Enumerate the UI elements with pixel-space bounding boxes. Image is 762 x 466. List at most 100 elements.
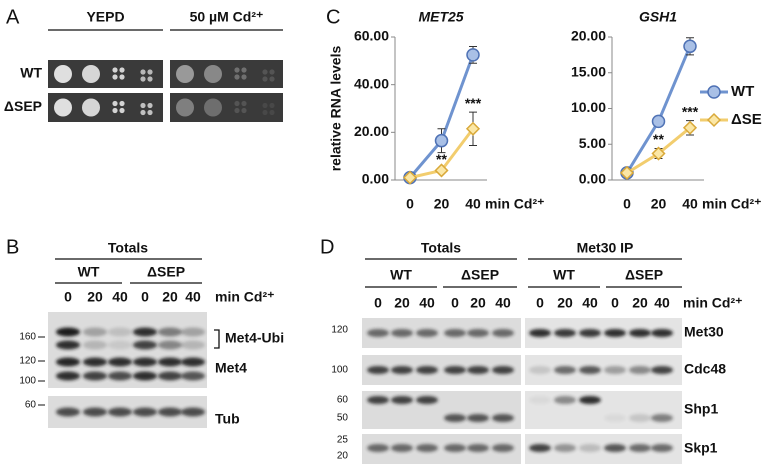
spot	[176, 98, 194, 117]
colony	[112, 100, 118, 107]
colony	[140, 102, 146, 109]
colony	[234, 74, 240, 80]
band	[651, 366, 673, 374]
mw-marker: 60	[337, 395, 349, 406]
header: Totals	[108, 240, 148, 256]
band	[158, 371, 182, 381]
lane-label: 0	[451, 295, 459, 311]
band	[56, 407, 80, 417]
colony	[119, 74, 125, 80]
band-label: Tub	[215, 411, 240, 427]
band	[554, 366, 576, 374]
colony	[241, 100, 247, 107]
y-tick-label: 10.00	[571, 99, 606, 115]
colony	[234, 107, 240, 114]
colony	[262, 69, 268, 75]
group-label: WT	[78, 264, 100, 280]
lane-label: 20	[557, 295, 573, 311]
colony	[140, 76, 146, 82]
band	[554, 396, 576, 404]
band	[444, 329, 466, 337]
x-tick-label: 40	[682, 196, 698, 212]
plate	[170, 93, 283, 122]
band	[529, 366, 551, 374]
bracket	[214, 329, 220, 349]
band	[367, 329, 389, 337]
header: Met30 IP	[577, 240, 634, 256]
marker	[402, 170, 418, 185]
colony	[147, 76, 153, 82]
annotation: ***	[465, 95, 482, 111]
band	[133, 407, 157, 417]
mw-marker: 50	[337, 413, 349, 424]
band	[181, 371, 205, 381]
spot	[82, 65, 100, 83]
spot	[54, 65, 72, 83]
group-label: WT	[553, 267, 575, 283]
y-tick-label: 40.00	[354, 75, 389, 91]
band	[158, 340, 182, 350]
band	[467, 414, 489, 422]
y-tick-label: 0.00	[362, 171, 389, 187]
y-tick-label: 20.00	[354, 123, 389, 139]
colony	[147, 102, 153, 109]
x-tick-label: 0	[623, 196, 631, 212]
band	[651, 329, 673, 337]
mw-marker: 120	[331, 325, 348, 336]
group-label: ΔSEP	[625, 267, 663, 283]
lane-label: 20	[632, 295, 648, 311]
colony	[269, 76, 275, 82]
blot-label: Shp1	[684, 401, 718, 417]
band	[416, 329, 438, 337]
legend-label: WT	[731, 83, 754, 100]
band	[444, 366, 466, 374]
lane-label: 40	[419, 295, 435, 311]
mw-marker: 120	[19, 356, 36, 367]
band	[391, 329, 413, 337]
lane-label: 20	[394, 295, 410, 311]
band	[133, 327, 157, 337]
x-tick-label: 20	[651, 196, 667, 212]
colony	[234, 67, 240, 73]
band	[529, 396, 551, 404]
panel-label: B	[6, 236, 19, 258]
colony	[234, 100, 240, 107]
colony	[119, 67, 125, 73]
blot-label: Skp1	[684, 440, 718, 456]
band	[604, 329, 626, 337]
colony	[140, 69, 146, 75]
panel-label: A	[6, 6, 20, 28]
colony	[147, 69, 153, 75]
band	[554, 444, 576, 452]
band	[391, 444, 413, 452]
lane-label: 0	[374, 295, 382, 311]
lane-label: 0	[536, 295, 544, 311]
blot-label: Cdc48	[684, 361, 726, 377]
legend-marker	[706, 112, 722, 128]
band	[554, 329, 576, 337]
band	[391, 366, 413, 374]
band	[181, 340, 205, 350]
colony	[262, 76, 268, 82]
row-label: WT	[20, 65, 42, 81]
band	[108, 371, 132, 381]
band	[629, 329, 651, 337]
column-header: YEPD	[86, 9, 124, 25]
band	[158, 357, 182, 367]
band	[416, 396, 438, 404]
band	[133, 371, 157, 381]
band	[108, 340, 132, 350]
group-label: ΔSEP	[147, 264, 185, 280]
spot	[54, 98, 72, 117]
band	[629, 444, 651, 452]
mw-marker: 25	[337, 435, 349, 446]
colony	[269, 69, 275, 75]
lane-label: 0	[64, 289, 72, 305]
marker	[465, 121, 481, 136]
marker	[434, 133, 449, 148]
band	[83, 371, 107, 381]
lane-label: 20	[470, 295, 486, 311]
lane-label: 0	[141, 289, 149, 305]
band	[579, 329, 601, 337]
colony	[241, 74, 247, 80]
